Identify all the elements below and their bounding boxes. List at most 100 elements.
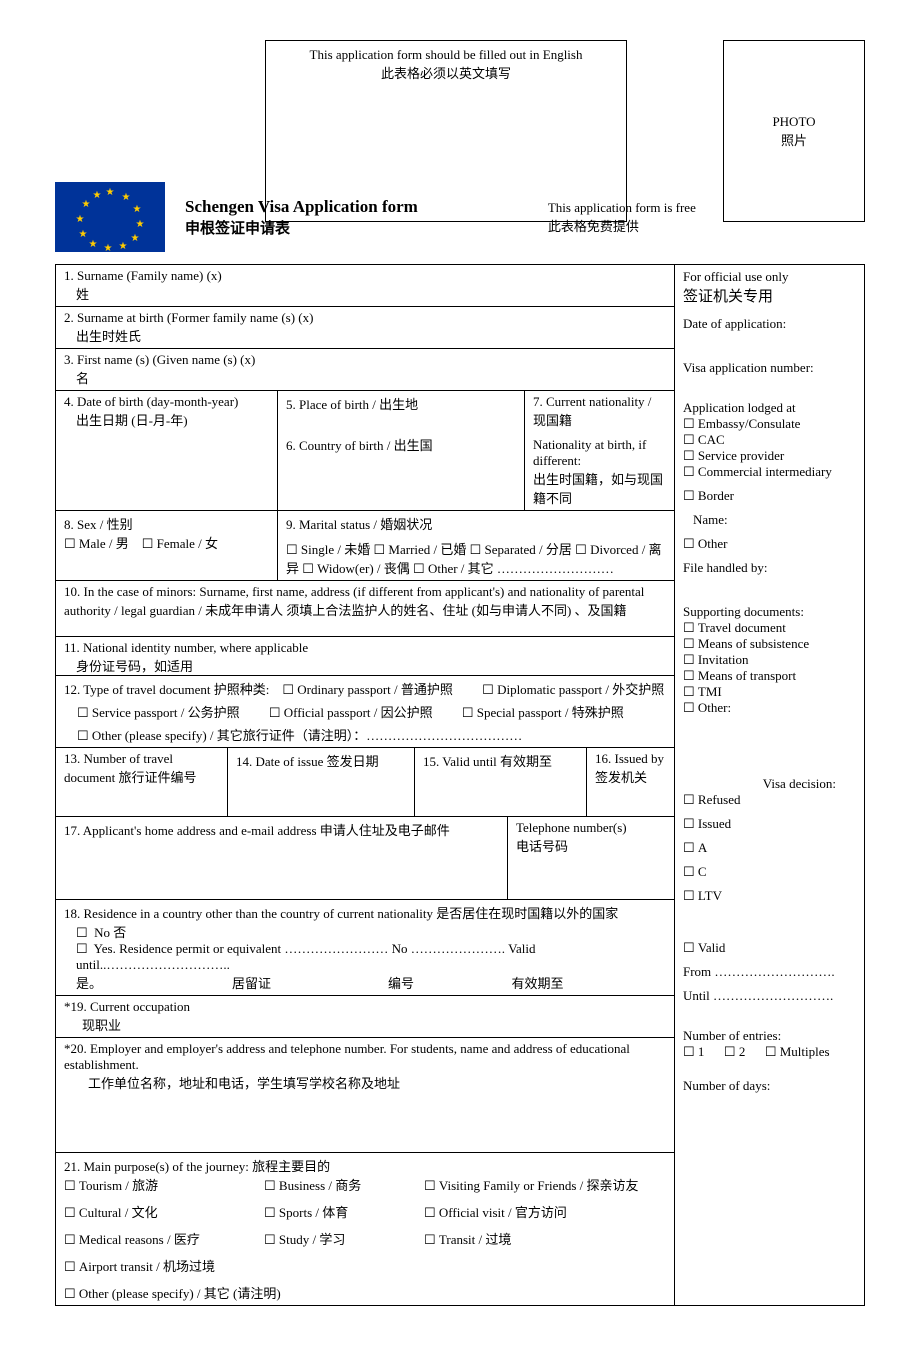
chk-c[interactable]: C [683,864,856,880]
chk-separated[interactable]: Separated / 分居 [470,542,572,557]
chk-e2[interactable]: 2 [724,1044,745,1059]
chk-e1[interactable]: 1 [683,1044,704,1059]
chk-male[interactable]: Male / 男 [64,536,129,551]
chk-issued[interactable]: Issued [683,816,856,832]
chk-special[interactable]: Special passport / 特殊护照 [462,705,624,720]
f20-cn: 工作单位名称，地址和电话，学生填写学校名称及地址 [64,1073,666,1092]
chk-tmi[interactable]: TMI [683,684,856,700]
field-10[interactable]: 10. In the case of minors: Surname, firs… [56,581,674,637]
field-20[interactable]: *20. Employer and employer's address and… [56,1038,674,1153]
side-van: Visa application number: [683,360,856,376]
form-table: 1. Surname (Family name) (x) 姓 2. Surnam… [55,264,865,1306]
photo-cn: 照片 [781,130,807,149]
chk-border[interactable]: Border [683,488,856,504]
side-from: From ………………………. [683,964,856,980]
field-1[interactable]: 1. Surname (Family name) (x) 姓 [56,265,674,307]
f18-label: 18. Residence in a country other than th… [64,903,666,922]
chk-valid[interactable]: Valid [683,940,856,956]
field-9[interactable]: 9. Marital status / 婚姻状况 Single / 未婚 Mar… [278,511,674,580]
f4-cn: 出生日期 (日-月-年) [64,410,269,429]
f6: 6. Country of birth / 出生国 [286,435,516,454]
f19-en: *19. Current occupation [64,999,666,1015]
title-block: Schengen Visa Application form 申根签证申请表 [185,197,418,238]
title-en: Schengen Visa Application form [185,197,418,217]
chk-sp[interactable]: Service provider [683,448,856,464]
chk-no[interactable]: No 否 [64,922,666,941]
f10: 10. In the case of minors: Surname, firs… [64,584,644,618]
field-3[interactable]: 3. First name (s) (Given name (s) (x) 名 [56,349,674,391]
field-18[interactable]: 18. Residence in a country other than th… [56,900,674,996]
free-en: This application form is free [548,200,696,216]
chk-business[interactable]: Business / 商务 [264,1178,361,1193]
chk-service[interactable]: Service passport / 公务护照 [77,705,240,720]
field-12[interactable]: 12. Type of travel document 护照种类: Ordina… [56,676,674,748]
side-until: Until ………………………. [683,988,856,1004]
chk-ms-other[interactable]: Other / 其它 ……………………… [413,561,614,576]
chk-cac[interactable]: CAC [683,432,856,448]
f2-en: 2. Surname at birth (Former family name … [64,310,666,326]
f3-en: 3. First name (s) (Given name (s) (x) [64,352,666,368]
field-2[interactable]: 2. Surname at birth (Former family name … [56,307,674,349]
chk-diplomatic[interactable]: Diplomatic passport / 外交护照 [482,682,664,697]
chk-medical[interactable]: Medical reasons / 医疗 [64,1232,200,1247]
side-filehandled: File handled by: [683,560,856,576]
chk-means-sub[interactable]: Means of subsistence [683,636,856,652]
f17tel-cn: 电话号码 [516,836,666,855]
chk-em[interactable]: Multiples [765,1044,830,1059]
chk-visiting[interactable]: Visiting Family or Friends / 探亲访友 [424,1178,639,1193]
chk-widow[interactable]: Widow(er) / 丧偶 [302,561,410,576]
photo-box: PHOTO 照片 [723,40,865,222]
field-16[interactable]: 16. Issued by 签发机关 [587,748,674,816]
field-14[interactable]: 14. Date of issue 签发日期 [228,748,415,816]
field-7[interactable]: 7. Current nationality / 现国籍 Nationality… [525,391,674,510]
chk-sd-other[interactable]: Other: [683,700,856,716]
field-11[interactable]: 11. National identity number, where appl… [56,637,674,676]
chk-officialvisit[interactable]: Official visit / 官方访问 [424,1205,567,1220]
field-5-6[interactable]: 5. Place of birth / 出生地 6. Country of bi… [278,391,525,510]
f21-label: 21. Main purpose(s) of the journey: 旅程主要… [64,1156,666,1175]
chk-yes[interactable]: Yes. Residence permit or equivalent …………… [64,941,666,973]
official-sidebar: For official use only 签证机关专用 Date of app… [674,265,864,1305]
chk-female[interactable]: Female / 女 [142,536,218,551]
chk-ci[interactable]: Commercial intermediary [683,464,856,480]
field-21[interactable]: 21. Main purpose(s) of the journey: 旅程主要… [56,1153,674,1305]
field-13[interactable]: 13. Number of travel document 旅行证件编号 [56,748,228,816]
chk-ordinary[interactable]: Ordinary passport / 普通护照 [282,682,453,697]
chk-transit[interactable]: Transit / 过境 [424,1232,511,1247]
chk-travel[interactable]: Travel document [683,620,856,636]
row-17: 17. Applicant's home address and e-mail … [56,817,674,900]
chk-study[interactable]: Study / 学习 [264,1232,345,1247]
chk-official[interactable]: Official passport / 因公护照 [269,705,433,720]
field-8[interactable]: 8. Sex / 性别 Male / 男 Female / 女 [56,511,278,580]
chk-side-other[interactable]: Other [683,536,856,552]
chk-td-other[interactable]: Other (please specify) / 其它旅行证件（请注明）：………… [77,728,522,743]
chk-means-trans[interactable]: Means of transport [683,668,856,684]
chk-embassy[interactable]: Embassy/Consulate [683,416,856,432]
chk-married[interactable]: Married / 已婚 [374,542,467,557]
free-cn: 此表格免费提供 [548,216,696,235]
f3-cn: 名 [64,368,666,387]
chk-purpose-other[interactable]: Other (please specify) / 其它 (请注明) [64,1286,281,1301]
field-19[interactable]: *19. Current occupation 现职业 [56,996,674,1038]
chk-ltv[interactable]: LTV [683,888,856,904]
f8-label: 8. Sex / 性别 [64,514,269,533]
chk-sports[interactable]: Sports / 体育 [264,1205,348,1220]
chk-a[interactable]: A [683,840,856,856]
chk-invitation[interactable]: Invitation [683,652,856,668]
row-8-9: 8. Sex / 性别 Male / 男 Female / 女 9. Marit… [56,511,674,581]
f1-en: 1. Surname (Family name) (x) [64,268,666,284]
chk-single[interactable]: Single / 未婚 [286,542,370,557]
field-4[interactable]: 4. Date of birth (day-month-year) 出生日期 (… [56,391,278,510]
eu-flag-icon: ★ ★ ★ ★ ★ ★ ★ ★ ★ ★ ★ ★ [55,182,165,252]
field-17-tel[interactable]: Telephone number(s) 电话号码 [508,817,674,899]
field-17[interactable]: 17. Applicant's home address and e-mail … [56,817,508,899]
f2-cn: 出生时姓氏 [64,326,666,345]
field-15[interactable]: 15. Valid until 有效期至 [415,748,587,816]
row-4-7: 4. Date of birth (day-month-year) 出生日期 (… [56,391,674,511]
notice-cn: 此表格必须以英文填写 [286,63,606,82]
chk-airport[interactable]: Airport transit / 机场过境 [64,1259,215,1274]
chk-cultural[interactable]: Cultural / 文化 [64,1205,158,1220]
side-official-en: For official use only [683,269,856,285]
chk-tourism[interactable]: Tourism / 旅游 [64,1178,158,1193]
chk-refused[interactable]: Refused [683,792,856,808]
